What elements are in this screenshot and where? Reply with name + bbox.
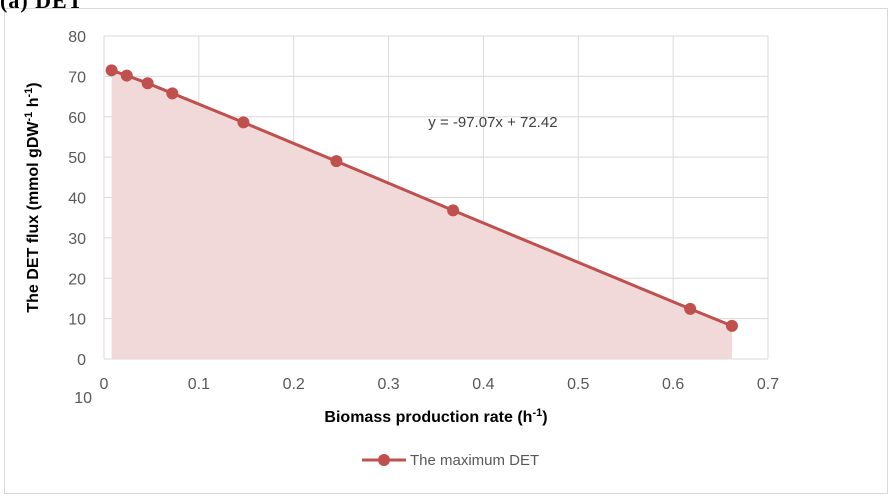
legend: The maximum DET — [362, 452, 539, 469]
data-points — [105, 64, 738, 332]
x-tick-label: 0 — [100, 376, 109, 393]
legend-marker — [378, 454, 390, 466]
y-tick-label: 40 — [68, 191, 86, 208]
legend-label: The maximum DET — [410, 452, 539, 469]
y-tick-label: 60 — [68, 110, 86, 127]
y-tick-labels: 0 10 20 30 40 50 60 70 80 — [68, 29, 86, 369]
x-tick-label: 0.4 — [472, 376, 494, 393]
x-tick-label: 0.7 — [757, 376, 779, 393]
trendline-equation: y = -97.07x + 72.42 — [428, 114, 557, 131]
data-point — [120, 69, 133, 82]
y-tick-label: 10 — [68, 312, 86, 329]
y-tick-label: 0 — [77, 352, 86, 369]
y-tick-label: 80 — [68, 29, 86, 46]
x-tick-label: 0.6 — [662, 376, 684, 393]
x-tick-label: 0.1 — [188, 376, 210, 393]
x-axis-title: Biomass production rate (h-1) — [324, 407, 547, 426]
x-tick-labels: 0 0.1 0.2 0.3 0.4 0.5 0.6 0.7 — [100, 376, 780, 393]
area-fill — [111, 70, 733, 360]
data-point — [141, 77, 154, 90]
y-axis-title: The DET flux (mmol gDW-1 h-1) — [23, 82, 42, 312]
y-tick-label: 50 — [68, 150, 86, 167]
data-point — [105, 64, 118, 77]
data-point — [447, 204, 460, 217]
x-tick-label: 0.5 — [567, 376, 589, 393]
x-tick-label: 0.3 — [377, 376, 399, 393]
data-point — [330, 155, 343, 168]
data-point — [684, 302, 697, 315]
y-tick-label: 70 — [68, 69, 86, 86]
data-point — [166, 87, 179, 100]
data-point — [725, 319, 738, 332]
y-tick-label: 20 — [68, 271, 86, 288]
panel-label: (a) DET — [0, 0, 84, 13]
x-tick-label: 0.2 — [283, 376, 305, 393]
y-tick-label: 30 — [68, 231, 86, 248]
x-axis-extra-label: 10 — [74, 390, 92, 407]
data-point — [237, 116, 250, 129]
